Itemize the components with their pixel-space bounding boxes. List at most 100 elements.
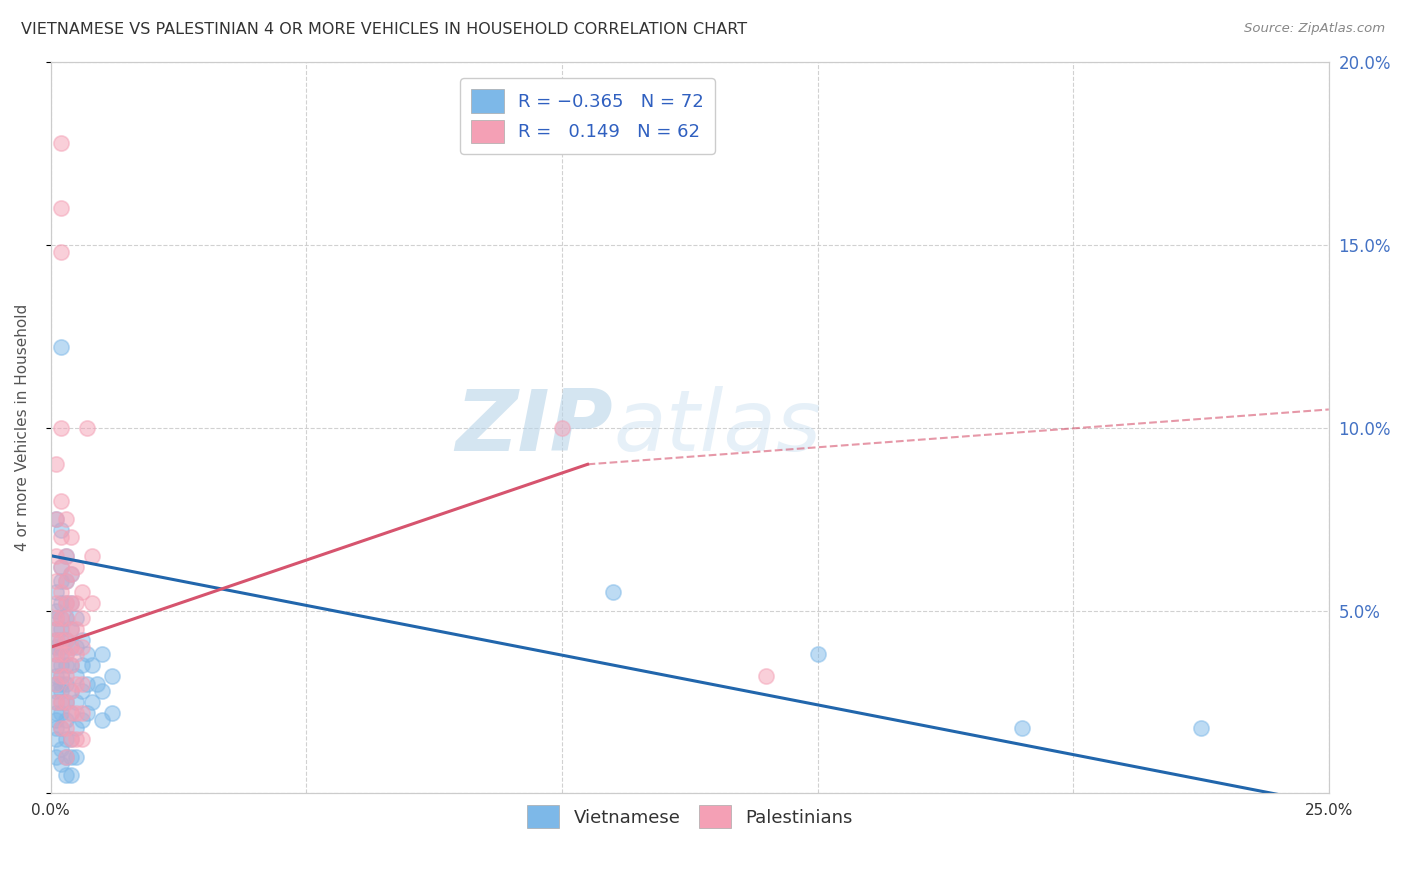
Point: [60, 684, 83, 698]
Text: Source: ZipAtlas.com: Source: ZipAtlas.com: [1244, 22, 1385, 36]
Point: [55, 574, 77, 589]
Point: [76, 676, 98, 690]
Point: [60, 530, 83, 544]
Point: [45, 648, 67, 662]
Point: [45, 611, 67, 625]
Point: [45, 648, 67, 662]
Point: [45, 596, 67, 610]
Point: [60, 566, 83, 581]
Point: [45, 695, 67, 709]
Point: [49, 640, 72, 654]
Point: [49, 706, 72, 720]
Point: [45, 658, 67, 673]
Point: [45, 632, 67, 647]
Text: ZIP: ZIP: [456, 386, 613, 469]
Point: [49, 596, 72, 610]
Point: [49, 632, 72, 647]
Point: [55, 574, 77, 589]
Point: [755, 669, 778, 683]
Point: [80, 549, 103, 563]
Point: [49, 136, 72, 150]
Point: [65, 622, 87, 636]
Point: [55, 731, 77, 746]
Point: [55, 512, 77, 526]
Point: [49, 585, 72, 599]
Point: [45, 684, 67, 698]
Point: [76, 648, 98, 662]
Point: [49, 676, 72, 690]
Point: [55, 611, 77, 625]
Point: [91, 684, 114, 698]
Point: [60, 749, 83, 764]
Point: [80, 695, 103, 709]
Point: [55, 658, 77, 673]
Point: [55, 632, 77, 647]
Point: [49, 611, 72, 625]
Point: [70, 713, 93, 727]
Point: [45, 549, 67, 563]
Point: [60, 658, 83, 673]
Point: [65, 611, 87, 625]
Point: [55, 695, 77, 709]
Point: [55, 611, 77, 625]
Point: [91, 648, 114, 662]
Point: [76, 421, 98, 435]
Point: [807, 648, 830, 662]
Point: [76, 706, 98, 720]
Point: [49, 721, 72, 735]
Point: [65, 559, 87, 574]
Point: [45, 512, 67, 526]
Point: [101, 706, 124, 720]
Point: [91, 713, 114, 727]
Point: [49, 523, 72, 537]
Point: [55, 596, 77, 610]
Point: [49, 559, 72, 574]
Point: [49, 721, 72, 735]
Point: [45, 721, 67, 735]
Point: [60, 596, 83, 610]
Point: [45, 458, 67, 472]
Point: [551, 421, 574, 435]
Point: [70, 658, 93, 673]
Point: [45, 574, 67, 589]
Point: [45, 713, 67, 727]
Point: [55, 648, 77, 662]
Point: [45, 512, 67, 526]
Point: [65, 640, 87, 654]
Point: [49, 574, 72, 589]
Point: [60, 622, 83, 636]
Point: [49, 658, 72, 673]
Point: [55, 721, 77, 735]
Point: [49, 695, 72, 709]
Point: [49, 648, 72, 662]
Point: [49, 648, 72, 662]
Point: [49, 611, 72, 625]
Point: [65, 596, 87, 610]
Point: [60, 640, 83, 654]
Point: [49, 757, 72, 772]
Point: [86, 676, 108, 690]
Point: [60, 768, 83, 782]
Point: [1189, 721, 1212, 735]
Point: [60, 706, 83, 720]
Point: [65, 648, 87, 662]
Point: [55, 768, 77, 782]
Point: [65, 731, 87, 746]
Point: [45, 749, 67, 764]
Point: [65, 721, 87, 735]
Text: VIETNAMESE VS PALESTINIAN 4 OR MORE VEHICLES IN HOUSEHOLD CORRELATION CHART: VIETNAMESE VS PALESTINIAN 4 OR MORE VEHI…: [21, 22, 747, 37]
Point: [60, 622, 83, 636]
Point: [45, 622, 67, 636]
Point: [49, 421, 72, 435]
Y-axis label: 4 or more Vehicles in Household: 4 or more Vehicles in Household: [15, 304, 30, 551]
Point: [65, 706, 87, 720]
Point: [80, 658, 103, 673]
Point: [45, 585, 67, 599]
Point: [45, 695, 67, 709]
Point: [55, 596, 77, 610]
Point: [60, 566, 83, 581]
Point: [70, 684, 93, 698]
Point: [55, 549, 77, 563]
Point: [60, 731, 83, 746]
Point: [55, 549, 77, 563]
